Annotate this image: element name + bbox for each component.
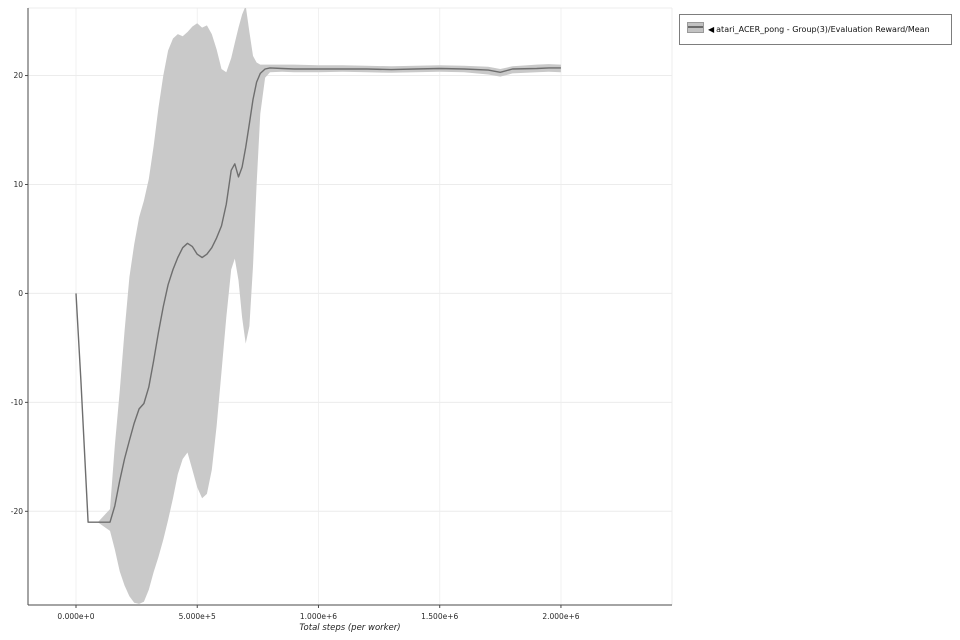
confidence-band — [76, 8, 561, 604]
legend[interactable]: ◀ atari_ACER_pong - Group(3)/Evaluation R… — [679, 14, 952, 45]
x-tick-label: 2.000e+6 — [542, 612, 579, 621]
legend-collapse-triangle-icon: ◀ — [708, 25, 715, 34]
mean-line — [75, 67, 561, 523]
x-tick-label: 1.500e+6 — [421, 612, 458, 621]
y-tick-label: -20 — [11, 507, 23, 516]
legend-line-swatch-icon — [688, 26, 703, 28]
y-tick-label: 20 — [13, 71, 23, 80]
x-tick-label: 0.000e+0 — [57, 612, 94, 621]
y-tick-label: -10 — [11, 398, 23, 407]
legend-label: atari_ACER_pong - Group(3)/Evaluation Re… — [716, 25, 930, 34]
x-tick-label: 5.000e+5 — [179, 612, 216, 621]
x-tick-label: 1.000e+6 — [300, 612, 337, 621]
y-tick-label: 0 — [18, 289, 23, 298]
x-axis-label: Total steps (per worker) — [299, 623, 401, 633]
legend-band-swatch-icon — [687, 22, 704, 33]
y-tick-label: 10 — [13, 180, 23, 189]
